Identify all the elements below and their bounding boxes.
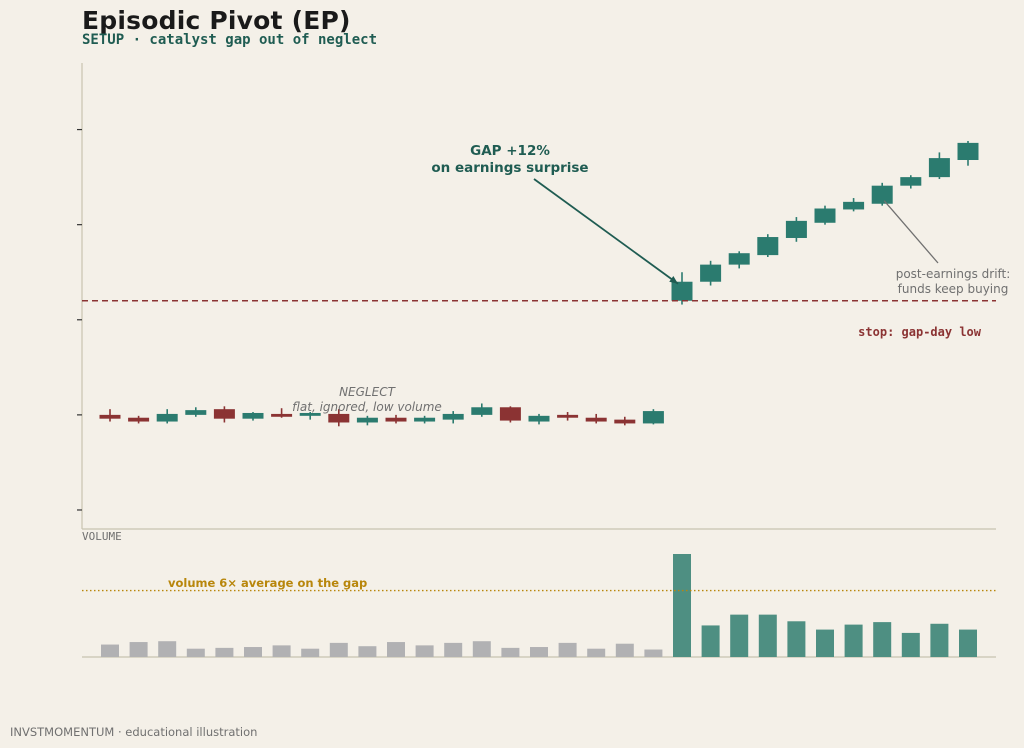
candle-up bbox=[871, 185, 893, 204]
volume-bar bbox=[844, 624, 863, 657]
candle-up bbox=[671, 281, 693, 301]
candle-up bbox=[356, 417, 378, 423]
candle-up bbox=[442, 413, 464, 420]
volume-bar bbox=[387, 642, 405, 657]
candle-up bbox=[156, 413, 178, 422]
chart-subtitle: SETUP · catalyst gap out of neglect bbox=[82, 32, 378, 48]
candle-down bbox=[271, 413, 293, 417]
volume-bar-gap-day bbox=[673, 554, 691, 657]
candle-down bbox=[585, 417, 607, 422]
candle-up bbox=[814, 208, 836, 223]
candle-up bbox=[414, 417, 436, 422]
drift-annotation-line1: post-earnings drift: bbox=[896, 267, 1011, 281]
gap-arrowhead bbox=[669, 276, 678, 284]
candle-down bbox=[328, 413, 350, 423]
volume-bar bbox=[186, 648, 205, 657]
volume-bars bbox=[101, 554, 977, 657]
volume-bar bbox=[501, 647, 520, 657]
candle-down bbox=[614, 419, 636, 424]
volume-bar bbox=[472, 641, 491, 657]
volume-bar bbox=[730, 614, 749, 657]
volume-bar bbox=[301, 648, 320, 657]
candle-up bbox=[299, 412, 321, 416]
gap-arrow bbox=[533, 178, 679, 285]
candle-up bbox=[728, 253, 750, 265]
volume-bar bbox=[644, 649, 663, 657]
candle-down bbox=[385, 417, 407, 422]
volume-bar bbox=[158, 641, 177, 657]
candle-down bbox=[128, 417, 150, 422]
candle-up bbox=[642, 411, 664, 424]
volume-bar bbox=[215, 647, 234, 657]
candle-up bbox=[843, 201, 865, 210]
reference-lines bbox=[82, 178, 996, 592]
volume-bar bbox=[415, 645, 434, 657]
candle-up bbox=[900, 177, 922, 186]
neglect-annotation-line1: NEGLECT bbox=[339, 385, 397, 399]
neglect-annotation-line2: flat, ignored, low volume bbox=[292, 400, 442, 414]
candles bbox=[99, 140, 979, 427]
footer-credit: INVSTMOMENTUM · educational illustration bbox=[10, 725, 258, 739]
candle-up bbox=[785, 220, 807, 238]
gap-annotation-line1: GAP +12% bbox=[470, 143, 550, 159]
volume-bar bbox=[558, 642, 577, 657]
volume-bar bbox=[930, 623, 949, 657]
volume-bar bbox=[101, 644, 119, 657]
gap-annotation-line2: on earnings surprise bbox=[431, 160, 588, 176]
stop-label: stop: gap-day low bbox=[858, 325, 982, 339]
volume-bar bbox=[272, 645, 291, 657]
candle-down bbox=[99, 414, 121, 419]
volume-bar bbox=[787, 621, 806, 657]
volume-average-note: volume 6× average on the gap bbox=[168, 576, 367, 590]
volume-bar bbox=[244, 647, 262, 657]
volume-bar bbox=[816, 629, 834, 657]
candle-up bbox=[185, 410, 207, 415]
volume-bar bbox=[129, 642, 148, 657]
candle-up bbox=[700, 264, 722, 282]
volume-bar bbox=[615, 643, 634, 657]
volume-bar bbox=[444, 642, 463, 657]
candle-down bbox=[557, 414, 579, 418]
candle-up bbox=[242, 412, 264, 419]
volume-bar bbox=[758, 614, 777, 657]
volume-bar bbox=[901, 632, 920, 657]
volume-bar bbox=[701, 625, 720, 657]
candle-up bbox=[757, 237, 779, 256]
volume-bar bbox=[329, 642, 348, 657]
volume-axis-label: VOLUME bbox=[82, 530, 122, 543]
drift-annotation-line2: funds keep buying bbox=[898, 282, 1009, 296]
candle-down bbox=[499, 407, 521, 421]
volume-bar bbox=[959, 629, 977, 657]
candle-down bbox=[213, 409, 235, 419]
volume-bar bbox=[530, 647, 548, 657]
drift-pointer bbox=[883, 200, 939, 264]
chart-title: Episodic Pivot (EP) bbox=[82, 6, 351, 35]
candle-up bbox=[471, 407, 493, 415]
volume-bar bbox=[587, 648, 606, 657]
candle-up bbox=[528, 415, 550, 422]
volume-bar bbox=[358, 646, 377, 657]
candle-up bbox=[957, 142, 979, 161]
candle-up bbox=[928, 158, 950, 178]
volume-bar bbox=[873, 622, 892, 657]
